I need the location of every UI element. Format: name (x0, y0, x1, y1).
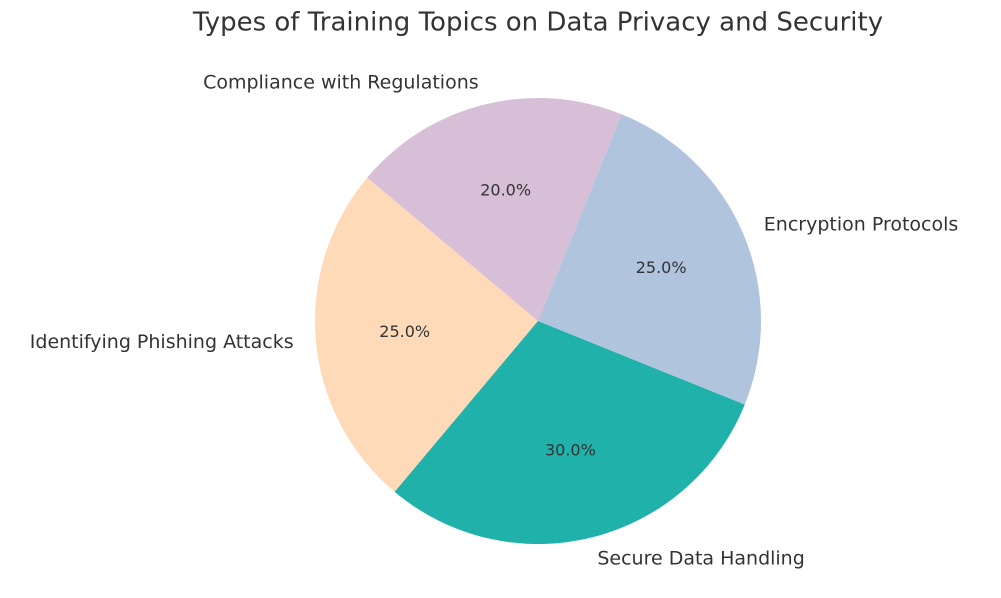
slice-label: Compliance with Regulations (203, 71, 479, 93)
pie-slice (394, 321, 745, 545)
slice-label: Encryption Protocols (764, 214, 959, 236)
pie-slice (367, 97, 622, 321)
pct-label: 30.0% (545, 440, 596, 459)
pct-label: 25.0% (636, 258, 687, 277)
slice-label: Identifying Phishing Attacks (30, 331, 294, 353)
pct-label: 20.0% (480, 181, 531, 200)
slice-label: Secure Data Handling (597, 548, 804, 570)
pie-slice (315, 177, 538, 492)
chart-title: Types of Training Topics on Data Privacy… (192, 8, 883, 38)
pie-slice (538, 114, 762, 405)
pct-label: 25.0% (379, 322, 430, 341)
